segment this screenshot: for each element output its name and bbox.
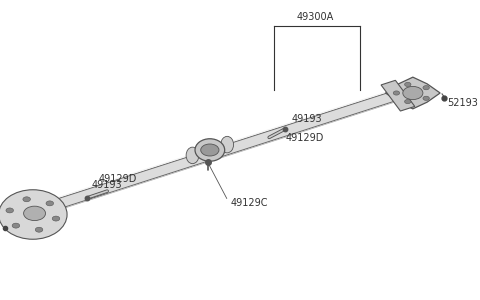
Circle shape: [6, 208, 13, 213]
Text: 49193: 49193: [91, 180, 122, 190]
Circle shape: [23, 197, 30, 202]
Text: 49129C: 49129C: [230, 198, 268, 208]
Polygon shape: [381, 80, 415, 111]
Polygon shape: [385, 77, 440, 109]
Circle shape: [201, 144, 219, 156]
Circle shape: [405, 100, 411, 104]
Ellipse shape: [186, 147, 199, 164]
Text: 49300A: 49300A: [297, 12, 334, 22]
Ellipse shape: [195, 139, 225, 161]
Circle shape: [12, 223, 20, 228]
Text: 49129D: 49129D: [98, 175, 136, 184]
Circle shape: [423, 96, 429, 100]
Circle shape: [24, 206, 46, 220]
Text: 49193: 49193: [292, 114, 323, 124]
Text: 52193: 52193: [447, 98, 479, 109]
Text: 52193: 52193: [5, 220, 36, 231]
Circle shape: [52, 216, 60, 221]
Ellipse shape: [221, 136, 234, 153]
Ellipse shape: [0, 190, 67, 239]
Polygon shape: [55, 92, 397, 208]
Circle shape: [405, 82, 411, 86]
Circle shape: [46, 201, 54, 206]
Circle shape: [423, 85, 429, 90]
Circle shape: [36, 227, 43, 232]
Circle shape: [393, 91, 400, 95]
Polygon shape: [54, 199, 64, 210]
Circle shape: [403, 86, 423, 100]
Text: 49129D: 49129D: [285, 134, 324, 143]
